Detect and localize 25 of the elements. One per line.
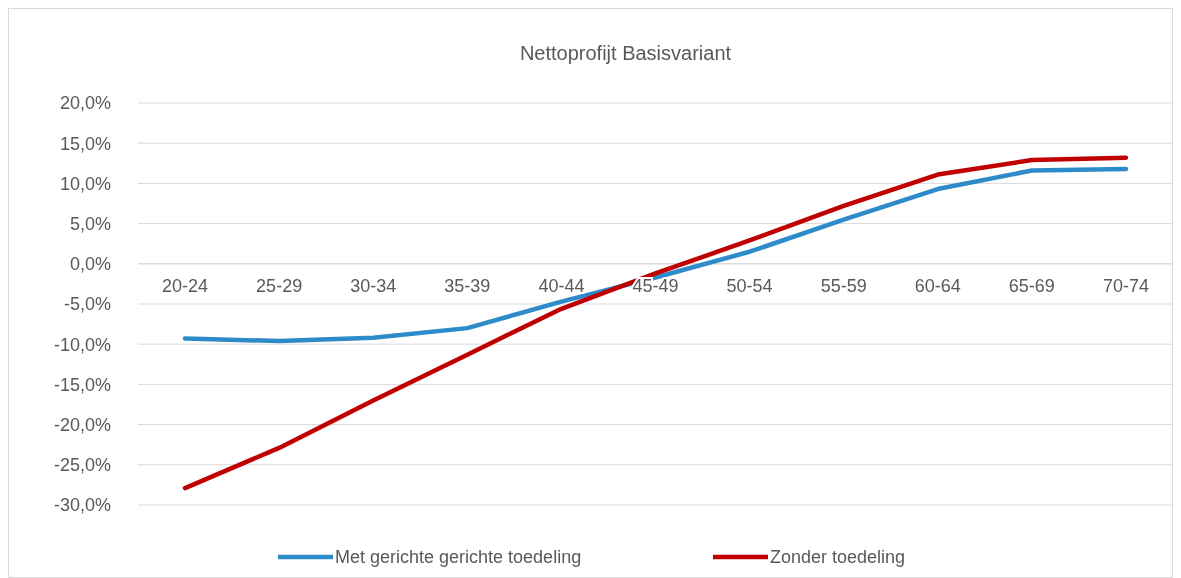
y-tick-label: -20,0% <box>53 414 111 435</box>
x-tick-label: 70-74 <box>1102 275 1149 296</box>
y-tick-label: 5,0% <box>69 213 111 234</box>
y-tick-label: 10,0% <box>59 173 111 194</box>
x-tick-label: 40-44 <box>538 275 585 296</box>
x-tick-label: 65-69 <box>1008 275 1055 296</box>
x-tick-label: 50-54 <box>726 275 773 296</box>
x-tick-label: 20-24 <box>162 275 209 296</box>
y-tick-label: 0,0% <box>69 254 111 275</box>
legend-label: Zonder toedeling <box>770 547 906 568</box>
x-tick-label: 55-59 <box>820 275 867 296</box>
y-tick-label: -10,0% <box>53 334 111 355</box>
x-tick-label: 35-39 <box>444 275 491 296</box>
chart-title: Nettoprofijt Basisvariant <box>519 42 732 64</box>
x-tick-label: 30-34 <box>350 275 397 296</box>
legend-label: Met gerichte gerichte toedeling <box>335 547 582 568</box>
x-tick-label: 25-29 <box>256 275 303 296</box>
y-tick-label: -30,0% <box>53 495 111 516</box>
x-tick-label: 45-49 <box>632 275 679 296</box>
y-tick-label: 20,0% <box>59 93 111 114</box>
x-tick-label: 60-64 <box>914 275 961 296</box>
y-tick-label: -15,0% <box>53 374 111 395</box>
y-tick-label: 15,0% <box>59 133 111 154</box>
y-tick-label: -25,0% <box>53 455 111 476</box>
y-tick-label: -5,0% <box>63 294 111 315</box>
